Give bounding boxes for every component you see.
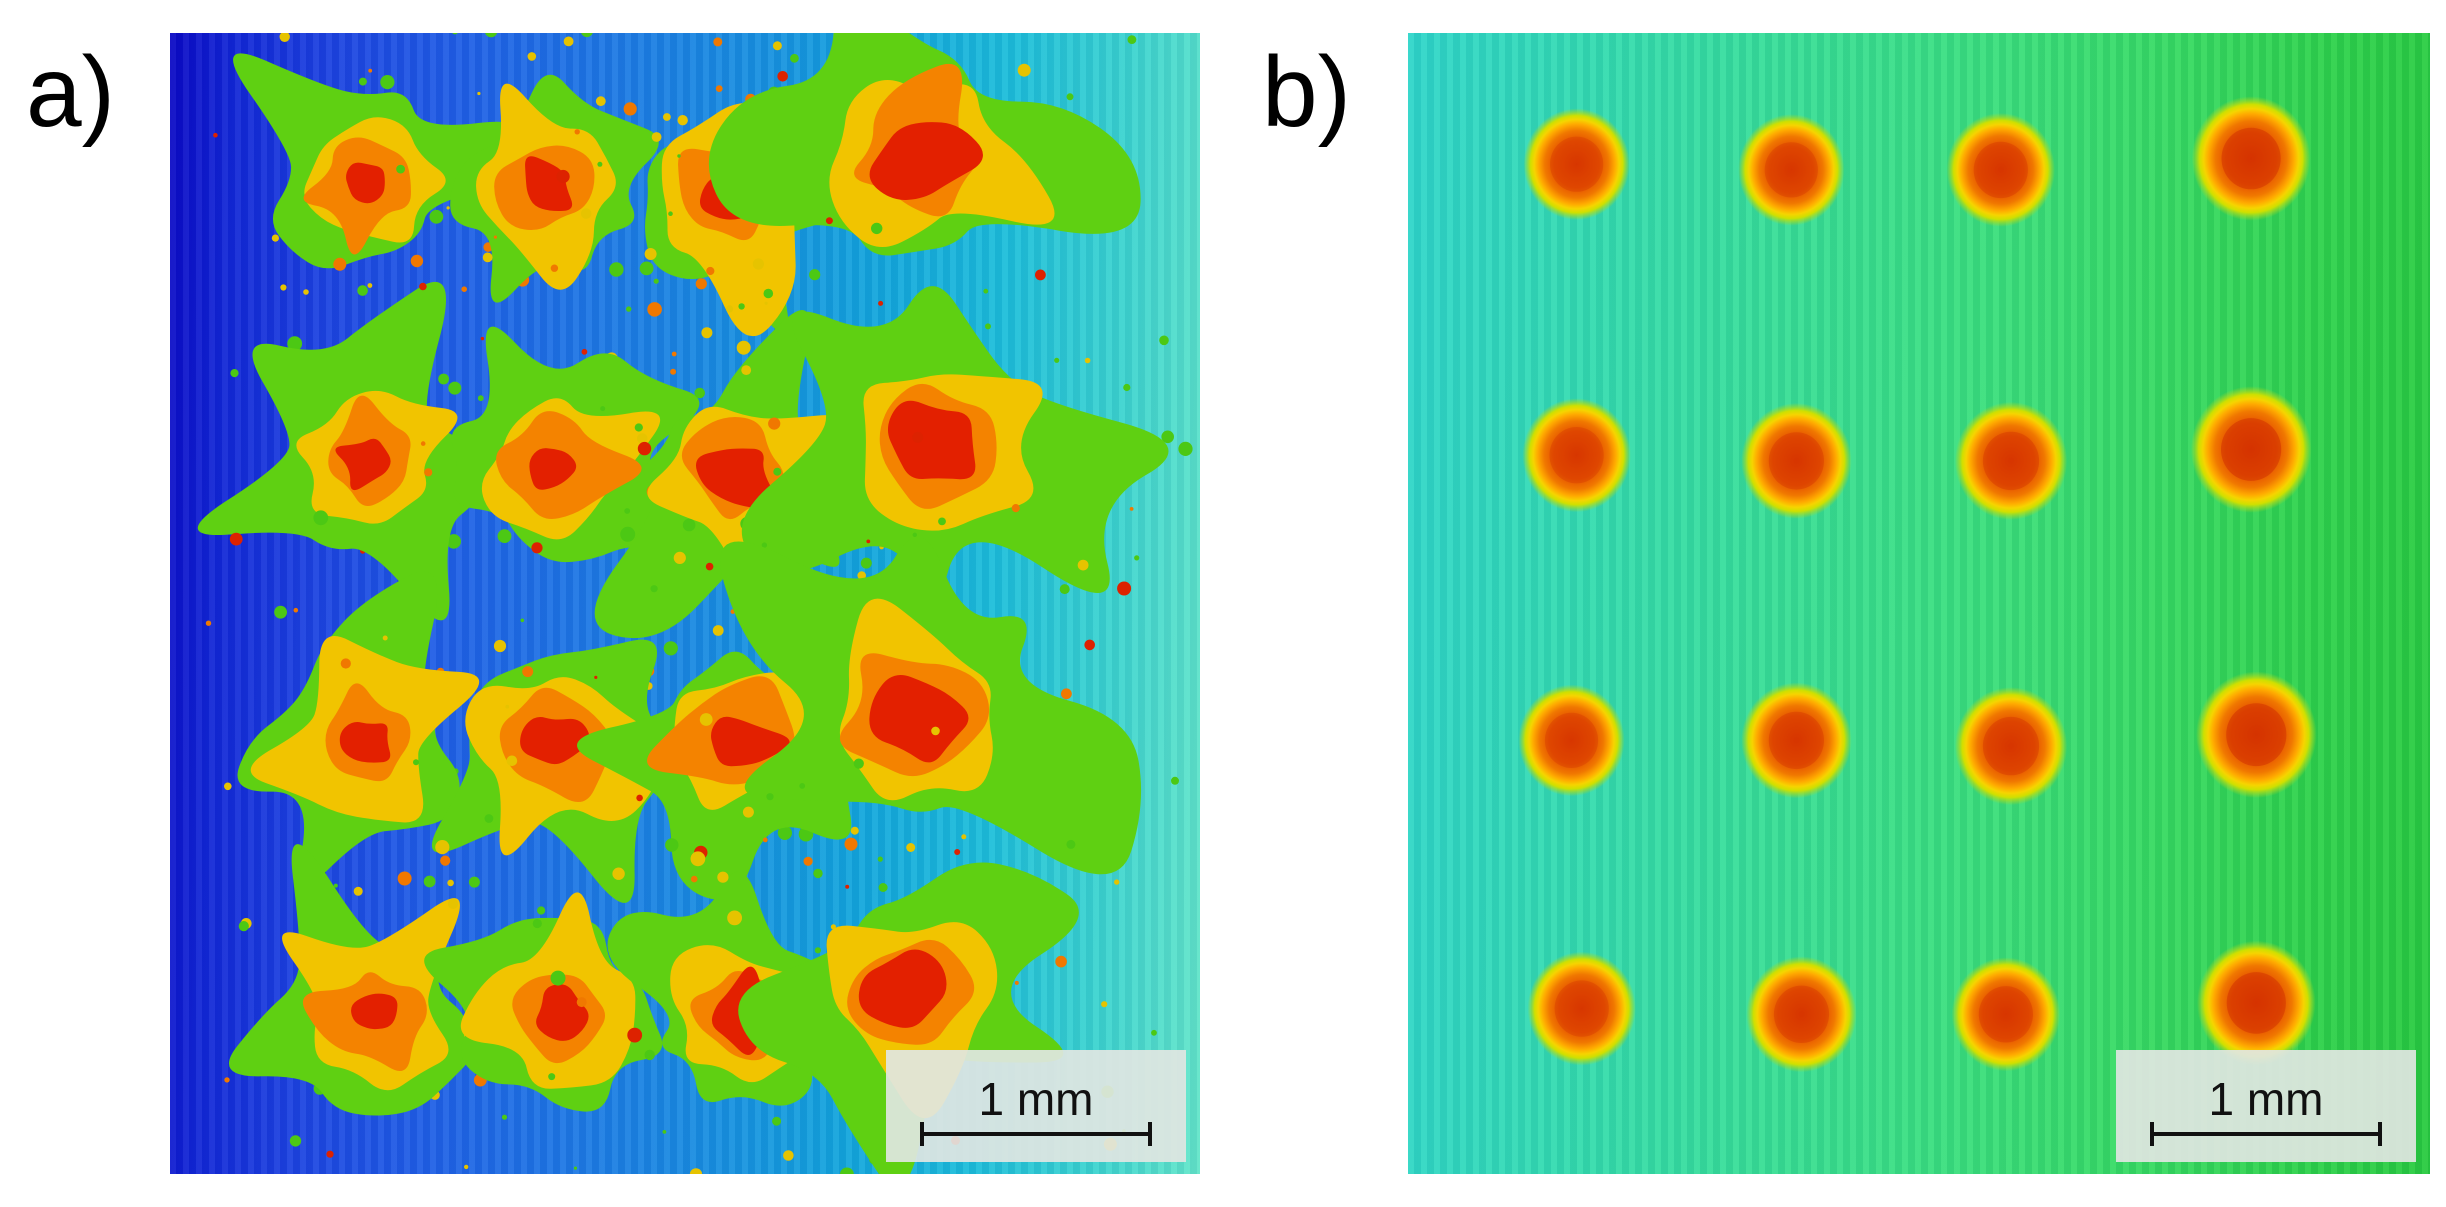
panel-b-image: 1 mm: [1408, 33, 2430, 1174]
panel-b-scale-bar: 1 mm: [2116, 1050, 2416, 1162]
panel-b-label: b): [1262, 36, 1351, 148]
panel-a-scale-bar-line: [920, 1122, 1152, 1146]
panel-a-image: 1 mm: [170, 33, 1200, 1174]
panel-b-round-droplets-svg: [1518, 96, 2317, 1073]
panel-a-splat-droplets-svg: [197, 33, 1193, 1174]
panel-b-scale-bar-line: [2150, 1122, 2382, 1146]
panel-a-label: a): [26, 36, 115, 148]
panel-a-scale-bar: 1 mm: [886, 1050, 1186, 1162]
panel-b-scale-bar-label: 1 mm: [2208, 1073, 2324, 1125]
panel-a-scale-bar-label: 1 mm: [978, 1073, 1094, 1125]
